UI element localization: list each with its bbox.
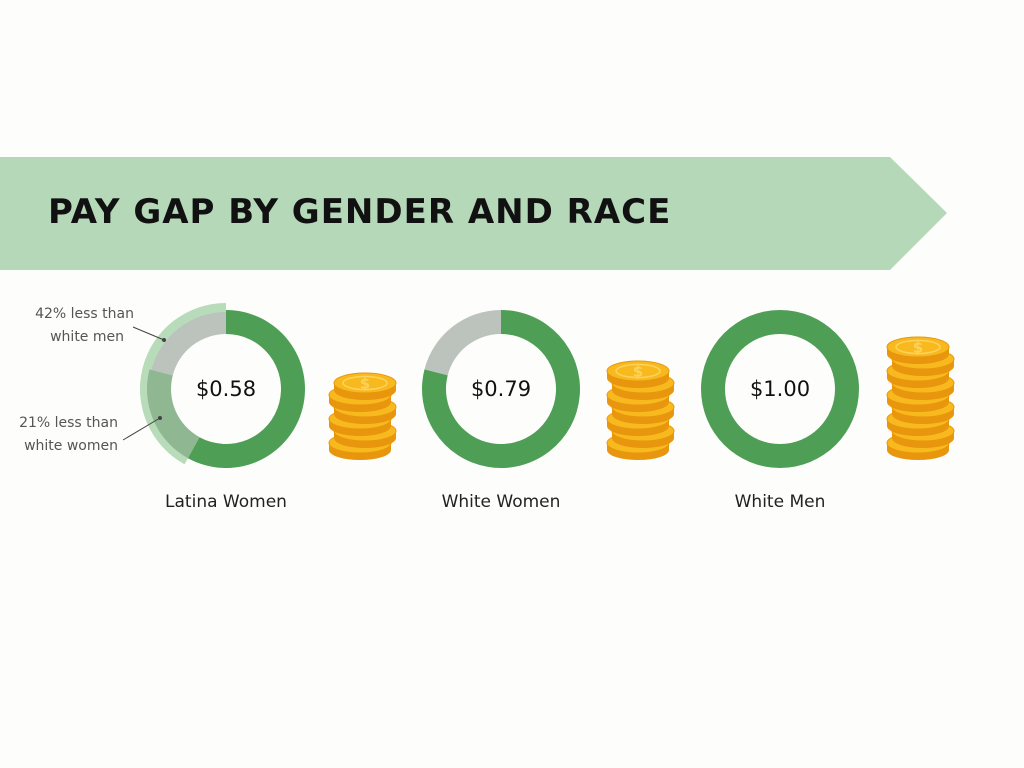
annotation-vs-white-women-line2: white women bbox=[24, 438, 118, 454]
donut-value-label: $0.79 bbox=[471, 377, 531, 401]
dollar-icon: $ bbox=[913, 339, 923, 357]
annotation-vs-white-men-line2: white men bbox=[50, 329, 124, 345]
donut-white-women: $0.79 White Women bbox=[421, 310, 580, 512]
dollar-icon: $ bbox=[633, 363, 643, 381]
gap-vs-white-women-band bbox=[146, 369, 200, 459]
annotation-dot bbox=[158, 416, 162, 420]
annotation-vs-white-women-line1: 21% less than bbox=[19, 415, 118, 431]
donut-value-slice bbox=[187, 310, 305, 468]
annotation-dot bbox=[162, 338, 166, 342]
donut-value-label: $1.00 bbox=[750, 377, 810, 401]
coin-rim bbox=[615, 363, 661, 379]
donut-value-label: $0.58 bbox=[196, 377, 256, 401]
donut-gap-slice bbox=[151, 312, 226, 376]
page-title: PAY GAP BY GENDER AND RACE bbox=[48, 192, 671, 232]
annotation-pointer bbox=[132, 326, 165, 341]
annotation-pointer bbox=[122, 417, 161, 441]
coin-rim bbox=[342, 375, 388, 391]
category-label: Latina Women bbox=[165, 492, 287, 512]
category-label: White Women bbox=[442, 492, 561, 512]
annotation-vs-white-men-line1: 42% less than bbox=[35, 306, 134, 322]
donut-charts: $0.58 Latina Women $ $0.79 White Women $ $1.00… bbox=[19, 303, 955, 512]
dollar-icon: $ bbox=[360, 375, 370, 393]
annotations: 42% less than white men 21% less than white… bbox=[19, 306, 166, 454]
donut-value-slice bbox=[701, 310, 859, 468]
coin-stack-latina-women: $ bbox=[328, 372, 397, 460]
coin-stack-white-women: $ bbox=[606, 360, 675, 460]
title-banner bbox=[0, 157, 947, 270]
donut-white-men: $1.00 White Men bbox=[701, 310, 859, 512]
category-label: White Men bbox=[735, 492, 826, 512]
coin-stack-white-men: $ bbox=[886, 336, 955, 460]
donut-latina-women: $0.58 Latina Women bbox=[140, 303, 305, 512]
donut-value-slice bbox=[421, 310, 580, 469]
donut-gap-slice bbox=[424, 310, 501, 376]
coin-rim bbox=[895, 339, 941, 355]
